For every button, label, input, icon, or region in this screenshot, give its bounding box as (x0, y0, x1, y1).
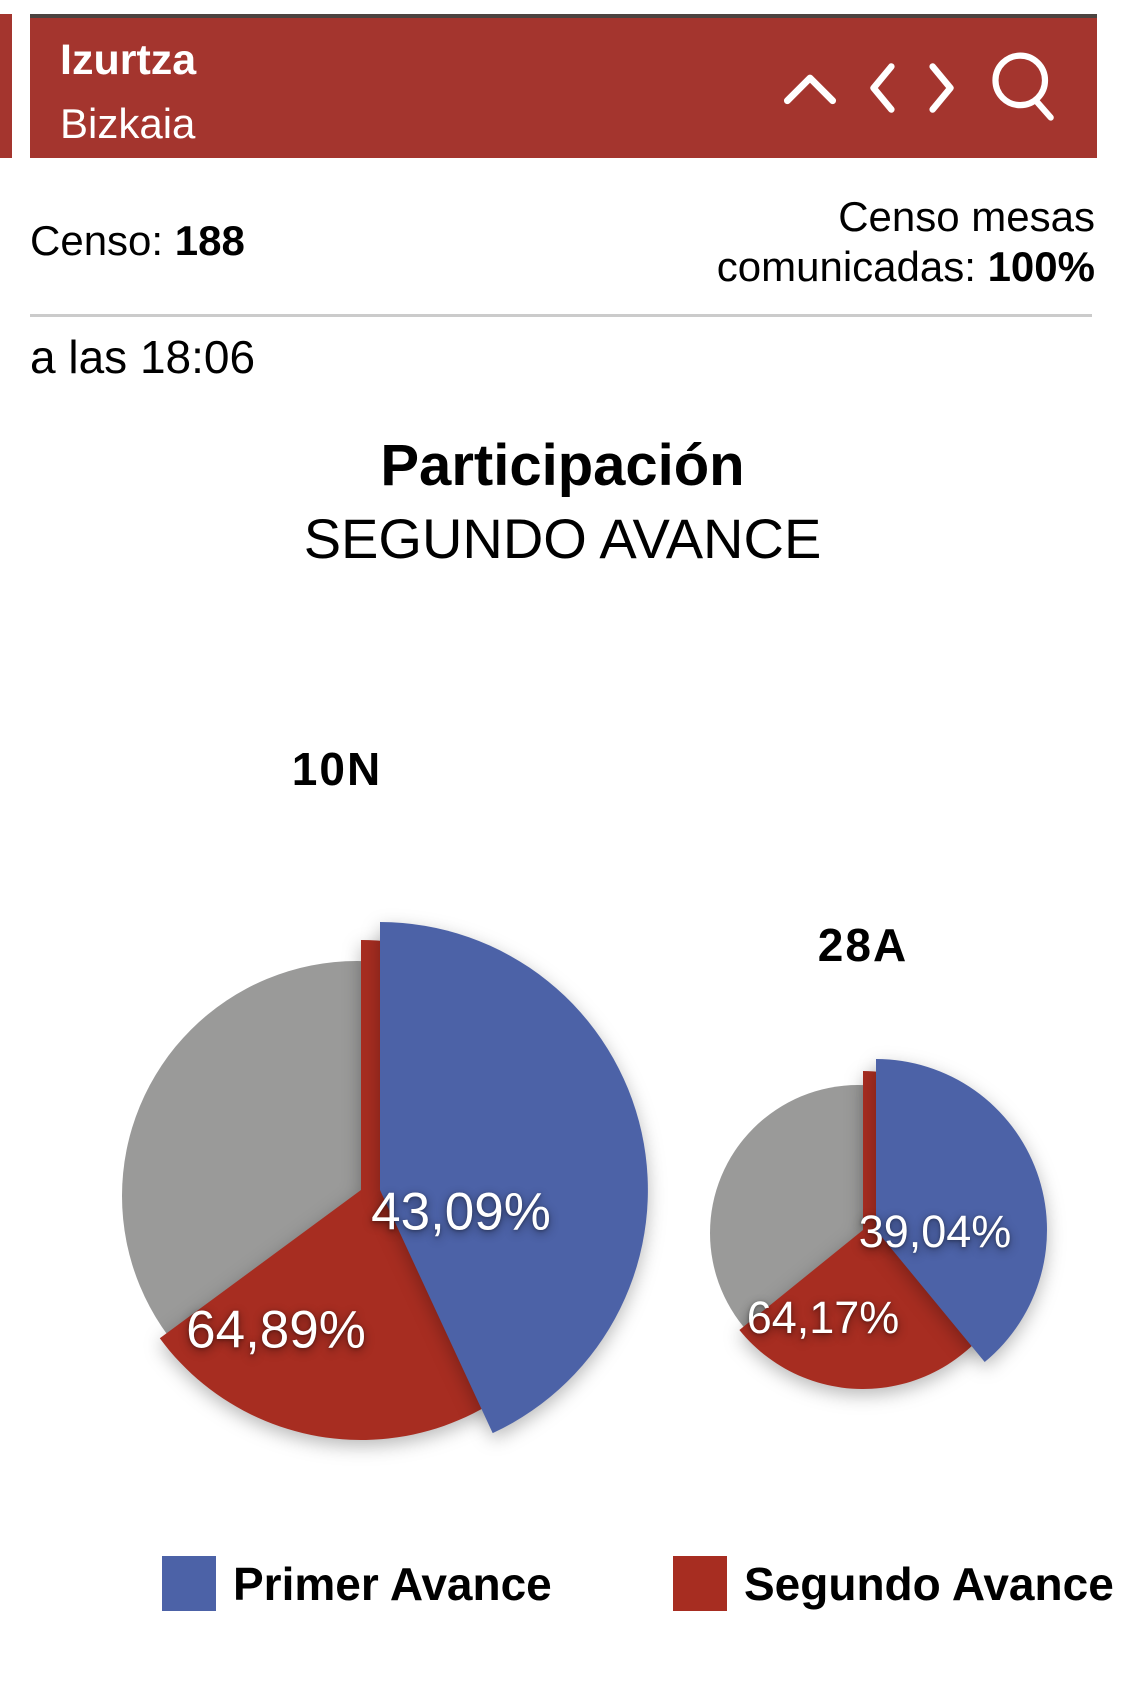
chevron-right-icon[interactable] (925, 60, 959, 116)
header: Izurtza Bizkaia (30, 14, 1097, 158)
chart-title-10n: 10N (291, 743, 383, 795)
mesas-value: 100% (987, 243, 1095, 290)
page-title: Participación (380, 433, 745, 498)
mesas-stat: Censo mesas comunicadas: 100% (717, 192, 1095, 292)
label-28a-primer-avance: 39,04% (858, 1206, 1012, 1257)
province-subtitle: Bizkaia (60, 100, 196, 148)
label-28a-segundo-avance: 64,17% (746, 1292, 900, 1343)
chevron-left-icon[interactable] (865, 60, 899, 116)
search-icon[interactable] (985, 48, 1065, 128)
header-toolbar (781, 48, 1065, 128)
legend-label-segundo-avance: Segundo Avance (744, 1557, 1114, 1610)
divider (30, 314, 1092, 317)
time-text: a las 18:06 (30, 331, 256, 383)
pie-28a (710, 1059, 1047, 1389)
mesas-line1: Censo mesas (838, 193, 1095, 240)
pie-28a-primer-avance-slice (876, 1059, 1047, 1362)
mesas-label: comunicadas: (716, 243, 976, 290)
pie-10n-primer-avance-slice (380, 922, 648, 1434)
label-10n-segundo-avance: 64,89% (186, 1300, 366, 1360)
header-titles: Izurtza Bizkaia (60, 36, 196, 148)
municipality-title: Izurtza (60, 36, 197, 84)
page-subtitle: SEGUNDO AVANCE (303, 507, 822, 570)
mesas-line2: comunicadas: 100% (717, 242, 1095, 292)
label-10n-primer-avance: 43,09% (371, 1182, 551, 1242)
censo-stat: Censo: 188 (30, 216, 245, 266)
legend-swatch-segundo-avance (673, 1556, 727, 1611)
legend-label-primer-avance: Primer Avance (233, 1557, 552, 1610)
previous-page-peek (0, 14, 12, 158)
legend-swatch-primer-avance (162, 1556, 216, 1611)
pie-10n (122, 922, 648, 1441)
censo-label: Censo: (30, 217, 164, 264)
censo-value: 188 (174, 217, 245, 264)
chevron-up-icon[interactable] (781, 68, 839, 108)
legend-item-segundo-avance: Segundo Avance (673, 1556, 1114, 1611)
legend-item-primer-avance: Primer Avance (162, 1556, 552, 1611)
chart-title-28a: 28A (817, 919, 909, 971)
